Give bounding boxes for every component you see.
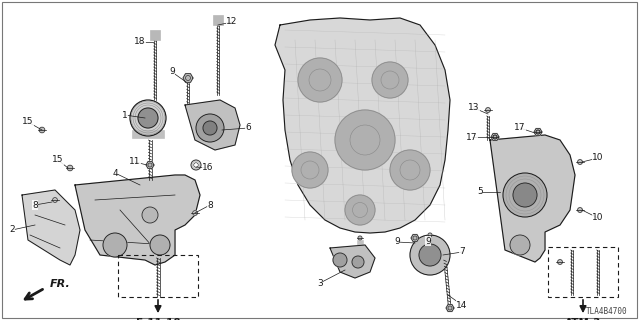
Circle shape (419, 244, 441, 266)
Circle shape (358, 236, 362, 240)
Polygon shape (411, 235, 419, 242)
Circle shape (372, 62, 408, 98)
Text: FR.: FR. (50, 279, 71, 289)
Circle shape (390, 150, 430, 190)
Text: 11: 11 (129, 157, 141, 166)
Text: ATM-3: ATM-3 (565, 318, 601, 320)
Text: TLA4B4700: TLA4B4700 (586, 307, 628, 316)
Text: 9: 9 (169, 68, 175, 76)
Text: 14: 14 (456, 300, 468, 309)
Circle shape (103, 233, 127, 257)
Circle shape (557, 260, 563, 264)
Bar (132, 130, 164, 138)
Text: 13: 13 (468, 103, 480, 113)
Text: 8: 8 (32, 201, 38, 210)
Polygon shape (446, 305, 454, 311)
Text: 16: 16 (202, 164, 214, 172)
Text: 10: 10 (592, 213, 604, 222)
Circle shape (196, 114, 224, 142)
Bar (357, 240, 363, 250)
Circle shape (486, 108, 490, 112)
Circle shape (292, 152, 328, 188)
Text: 12: 12 (227, 18, 237, 27)
Bar (150, 30, 160, 40)
Polygon shape (146, 162, 154, 168)
Circle shape (39, 127, 45, 133)
Polygon shape (22, 190, 80, 265)
Circle shape (513, 183, 537, 207)
Polygon shape (534, 129, 542, 135)
Text: 9: 9 (394, 237, 400, 246)
Text: 9: 9 (425, 236, 431, 245)
Text: 17: 17 (467, 132, 477, 141)
Circle shape (493, 135, 497, 139)
Text: 4: 4 (112, 169, 118, 178)
Text: 7: 7 (459, 247, 465, 257)
Circle shape (142, 207, 158, 223)
Text: 1: 1 (122, 110, 128, 119)
Circle shape (150, 235, 170, 255)
Circle shape (335, 110, 395, 170)
Text: 15: 15 (22, 117, 34, 126)
Circle shape (536, 130, 540, 134)
Circle shape (67, 165, 73, 171)
Circle shape (503, 173, 547, 217)
Circle shape (345, 195, 375, 225)
Circle shape (578, 208, 582, 212)
Circle shape (191, 160, 201, 170)
Text: 10: 10 (592, 154, 604, 163)
Text: 5: 5 (477, 188, 483, 196)
Polygon shape (330, 245, 375, 278)
Polygon shape (490, 135, 575, 262)
Bar (548, 247, 618, 297)
Polygon shape (183, 74, 193, 82)
Circle shape (138, 108, 158, 128)
Text: 17: 17 (515, 124, 525, 132)
Text: 8: 8 (207, 201, 213, 210)
Circle shape (333, 253, 347, 267)
Polygon shape (491, 133, 499, 140)
Polygon shape (75, 175, 200, 265)
Circle shape (203, 121, 217, 135)
Text: 2: 2 (9, 226, 15, 235)
Bar (213, 15, 223, 25)
Polygon shape (185, 100, 240, 150)
Bar (118, 255, 198, 297)
Text: 15: 15 (52, 156, 64, 164)
Circle shape (52, 197, 58, 203)
Circle shape (193, 211, 197, 215)
Polygon shape (275, 18, 450, 233)
Circle shape (352, 256, 364, 268)
Circle shape (428, 233, 432, 237)
Circle shape (410, 235, 450, 275)
Text: 18: 18 (134, 37, 146, 46)
Text: 6: 6 (245, 124, 251, 132)
Circle shape (298, 58, 342, 102)
Text: 3: 3 (317, 278, 323, 287)
Text: E-11-10: E-11-10 (136, 318, 180, 320)
Circle shape (578, 160, 582, 164)
Circle shape (510, 235, 530, 255)
Circle shape (130, 100, 166, 136)
Circle shape (194, 163, 198, 167)
